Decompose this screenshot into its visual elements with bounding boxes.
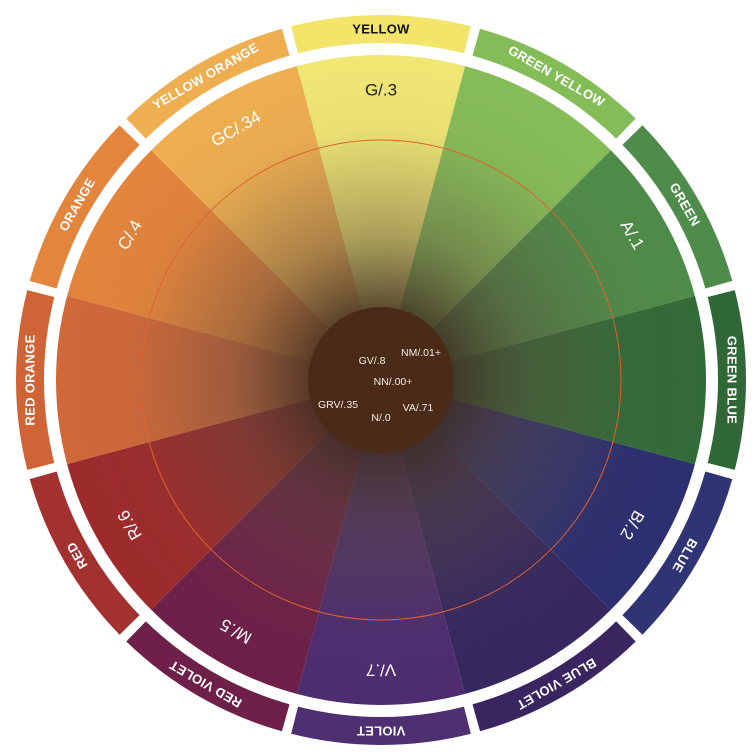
- center-label-n-0: N/.0: [371, 412, 390, 424]
- center-label-grv-35: GRV/.35: [318, 399, 358, 411]
- ring-label-red-orange: RED ORANGE: [23, 334, 38, 425]
- ring-segment-green-yellow: [472, 28, 636, 139]
- guide-circle: [140, 139, 622, 621]
- wedge-code-violet: V/.7: [366, 661, 396, 680]
- ring-segment-red-orange: [16, 290, 55, 470]
- ring-label-green-blue: GREEN BLUE: [725, 336, 740, 424]
- ring-label-yellow: YELLOW: [352, 22, 410, 37]
- ring-segment-orange: [29, 125, 140, 289]
- ring-segment-yellow: [291, 15, 471, 54]
- center-disc: [308, 307, 454, 453]
- ring-segment-red: [29, 471, 140, 635]
- ring-segment-violet: [291, 706, 471, 745]
- ring-segment-blue: [622, 471, 733, 635]
- ring-segment-green: [622, 125, 733, 289]
- ring-label-violet: VIOLET: [357, 724, 406, 739]
- ring-segment-red-violet: [126, 621, 290, 732]
- ring-segment-blue-violet: [472, 621, 636, 732]
- wedge-code-yellow: G/.3: [365, 81, 397, 100]
- center-label-gv-8: GV/.8: [359, 355, 386, 367]
- center-label-va-71: VA/.71: [403, 402, 434, 414]
- center-label-nn-00-: NN/.00+: [374, 376, 413, 388]
- ring-segment-green-blue: [707, 290, 746, 470]
- center-labels: GV/.8 NM/.01+ NN/.00+ GRV/.35 VA/.71 N/.0: [318, 347, 441, 424]
- ring-segment-yellow-orange: [126, 28, 290, 139]
- center-label-nm-01-: NM/.01+: [401, 347, 441, 359]
